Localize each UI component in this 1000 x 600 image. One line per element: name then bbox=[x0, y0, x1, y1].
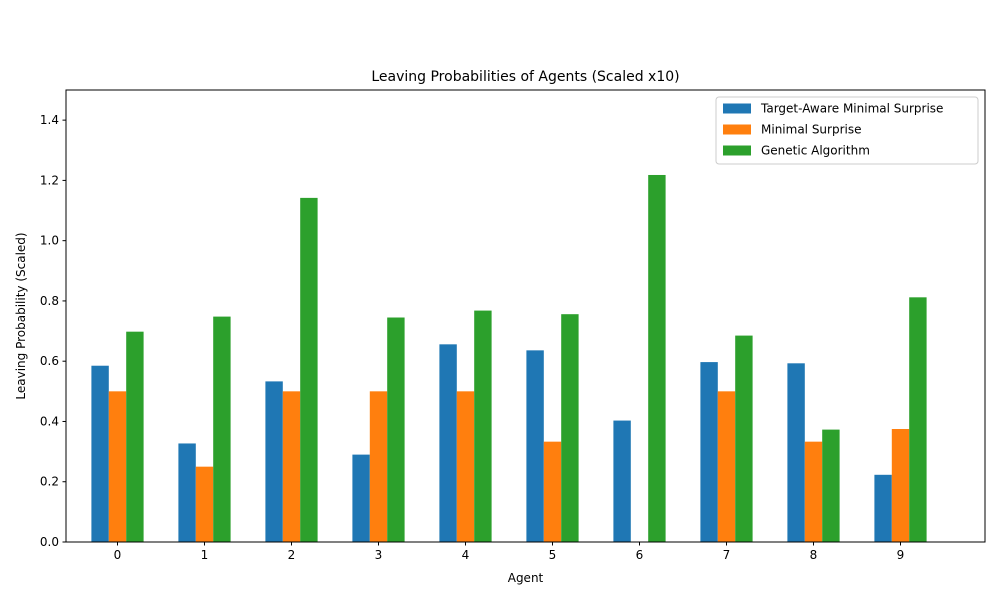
legend: Target-Aware Minimal Surprise Minimal Sur… bbox=[715, 96, 979, 165]
legend-label-series2: Genetic Algorithm bbox=[761, 144, 870, 158]
bar-series0-agent3 bbox=[352, 454, 370, 542]
bar-series2-agent5 bbox=[561, 314, 579, 542]
legend-swatch-series1 bbox=[723, 124, 751, 135]
x-tick-label: 4 bbox=[462, 548, 470, 562]
bar-series1-agent8 bbox=[804, 441, 823, 542]
x-tick-label: 9 bbox=[897, 548, 905, 562]
y-tick-label: 1.2 bbox=[40, 173, 59, 187]
bar-series1-agent2 bbox=[282, 391, 301, 542]
y-tick-label: 1.4 bbox=[40, 113, 59, 127]
y-tick-label: 0.8 bbox=[40, 294, 59, 308]
x-tick-label: 5 bbox=[549, 548, 557, 562]
legend-swatch-series0 bbox=[723, 103, 751, 114]
plot-frame bbox=[65, 89, 986, 543]
x-tick-label: 2 bbox=[288, 548, 296, 562]
bar-series2-agent9 bbox=[909, 297, 927, 542]
legend-label-series0: Target-Aware Minimal Surprise bbox=[760, 102, 943, 116]
bar-series0-agent5 bbox=[526, 350, 544, 542]
bar-series1-agent9 bbox=[891, 429, 910, 542]
x-tick-label: 0 bbox=[114, 548, 122, 562]
bar-series1-agent1 bbox=[195, 466, 214, 542]
bar-series1-agent4 bbox=[456, 391, 475, 542]
legend-label-series1: Minimal Surprise bbox=[761, 123, 862, 137]
x-tick-label: 6 bbox=[636, 548, 644, 562]
bar-series2-agent2 bbox=[300, 197, 318, 542]
y-axis: 0.0 0.2 0.4 0.6 0.8 1.0 1.2 1.4 bbox=[40, 113, 66, 549]
bar-series0-agent7 bbox=[700, 362, 718, 542]
bar-series2-agent6 bbox=[648, 174, 666, 543]
bar-series2-agent0 bbox=[126, 331, 144, 542]
bar-series0-agent9 bbox=[874, 474, 892, 542]
x-tick-label: 7 bbox=[723, 548, 731, 562]
x-tick-label: 8 bbox=[810, 548, 818, 562]
bar-series2-agent4 bbox=[474, 310, 492, 542]
y-tick-label: 0.6 bbox=[40, 354, 59, 368]
bar-series1-agent7 bbox=[717, 391, 736, 542]
bar-series2-agent8 bbox=[822, 429, 840, 542]
bar-series0-agent8 bbox=[787, 363, 805, 542]
bar-series1-agent0 bbox=[108, 391, 127, 542]
legend-swatch-series2 bbox=[723, 145, 751, 156]
bar-series2-agent1 bbox=[213, 316, 231, 542]
y-tick-label: 0.4 bbox=[40, 414, 59, 428]
y-tick-label: 0.2 bbox=[40, 475, 59, 489]
bar-series0-agent4 bbox=[439, 344, 457, 542]
y-tick-label: 0.0 bbox=[40, 535, 59, 549]
bar-series2-agent7 bbox=[735, 335, 753, 542]
bar-series2-agent3 bbox=[387, 317, 405, 542]
bar-series0-agent0 bbox=[91, 365, 109, 542]
bars-group bbox=[91, 174, 927, 543]
bar-series0-agent1 bbox=[178, 443, 196, 542]
legend-box bbox=[715, 96, 979, 165]
bar-series0-agent6 bbox=[613, 420, 631, 542]
bar-series0-agent2 bbox=[265, 381, 283, 542]
bar-series1-agent5 bbox=[543, 441, 562, 542]
x-axis-label: Agent bbox=[508, 571, 544, 585]
x-tick-label: 3 bbox=[375, 548, 383, 562]
x-axis: 0 1 2 3 4 5 6 7 8 9 bbox=[114, 542, 905, 562]
x-tick-label: 1 bbox=[201, 548, 209, 562]
chart-title: Leaving Probabilities of Agents (Scaled … bbox=[371, 69, 679, 85]
y-axis-label: Leaving Probability (Scaled) bbox=[14, 232, 28, 399]
y-tick-label: 1.0 bbox=[40, 234, 59, 248]
bar-series1-agent3 bbox=[369, 391, 388, 542]
